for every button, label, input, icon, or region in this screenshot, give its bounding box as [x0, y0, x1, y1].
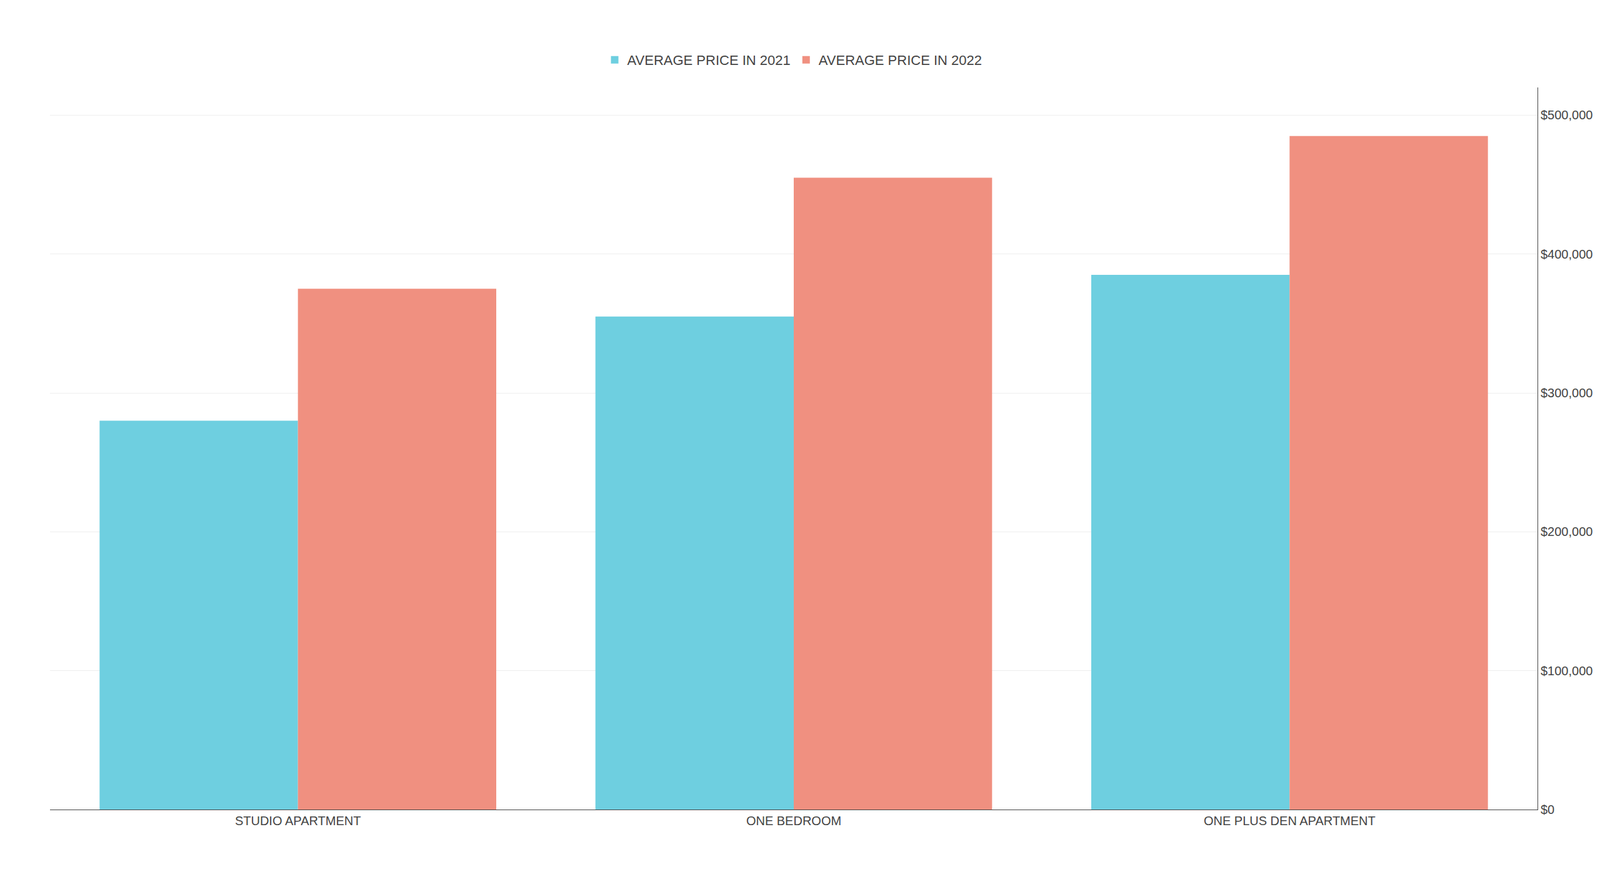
svg-text:$500,000: $500,000: [1540, 108, 1593, 122]
svg-text:ONE BEDROOM: ONE BEDROOM: [746, 814, 842, 829]
svg-text:$0: $0: [1540, 803, 1555, 817]
svg-text:AVERAGE PRICE IN 2022: AVERAGE PRICE IN 2022: [818, 52, 982, 69]
svg-text:$300,000: $300,000: [1540, 386, 1593, 400]
svg-text:$200,000: $200,000: [1540, 525, 1593, 539]
svg-text:$100,000: $100,000: [1540, 664, 1593, 679]
svg-text:AVERAGE PRICE IN 2021: AVERAGE PRICE IN 2021: [627, 52, 791, 69]
svg-text:$400,000: $400,000: [1540, 247, 1593, 262]
svg-text:STUDIO APARTMENT: STUDIO APARTMENT: [235, 814, 362, 829]
svg-text:ONE PLUS DEN APARTMENT: ONE PLUS DEN APARTMENT: [1203, 814, 1376, 829]
